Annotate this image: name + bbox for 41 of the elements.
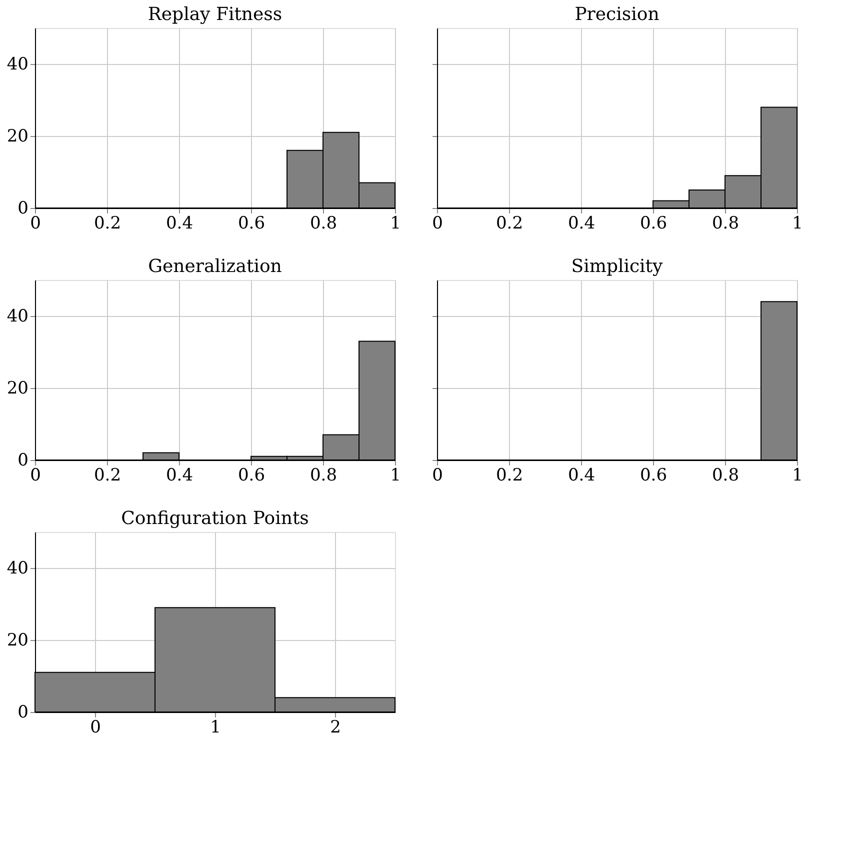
y-tick-label: 20: [6, 378, 28, 398]
x-tick-label: 0.4: [568, 466, 596, 486]
x-tick-label: 0: [432, 214, 443, 234]
x-tick-label: 0.6: [640, 466, 668, 486]
chart-title: Simplicity: [571, 256, 664, 277]
y-tick-label: 20: [6, 630, 28, 650]
y-tick-label: 0: [18, 450, 28, 470]
x-tick-label: 1: [792, 214, 803, 234]
x-tick-label: 0.6: [640, 214, 668, 234]
y-tick-label: 40: [6, 558, 28, 578]
x-tick-label: 0.8: [712, 466, 740, 486]
x-tick-label: 0.2: [94, 466, 122, 486]
x-tick-label: 2: [330, 718, 341, 738]
x-tick-label: 1: [390, 214, 401, 234]
x-tick-label: 0: [30, 214, 41, 234]
x-tick-label: 1: [210, 718, 221, 738]
x-tick-label: 0.4: [568, 214, 596, 234]
x-tick-label: 0: [90, 718, 101, 738]
x-tick-label: 1: [792, 466, 803, 486]
x-tick-label: 0.2: [496, 466, 524, 486]
x-tick-label: 0.8: [310, 466, 338, 486]
chart-title: Replay Fitness: [148, 4, 282, 25]
x-tick-label: 0.2: [94, 214, 122, 234]
y-tick-label: 40: [6, 306, 28, 326]
chart-title: Configuration Points: [121, 508, 309, 529]
y-tick-label: 20: [6, 126, 28, 146]
x-tick-label: 0.8: [712, 214, 740, 234]
x-tick-label: 0.8: [310, 214, 338, 234]
y-tick-label: 0: [18, 198, 28, 218]
x-tick-label: 0: [432, 466, 443, 486]
x-tick-label: 0.6: [238, 214, 266, 234]
x-tick-label: 1: [390, 466, 401, 486]
y-tick-label: 0: [18, 702, 28, 722]
x-tick-label: 0: [30, 466, 41, 486]
x-tick-label: 0.6: [238, 466, 266, 486]
chart-title: Generalization: [148, 256, 282, 277]
x-tick-label: 0.2: [496, 214, 524, 234]
x-tick-label: 0.4: [166, 466, 194, 486]
chart-title: Precision: [574, 4, 660, 25]
y-tick-label: 40: [6, 54, 28, 74]
x-tick-label: 0.4: [166, 214, 194, 234]
